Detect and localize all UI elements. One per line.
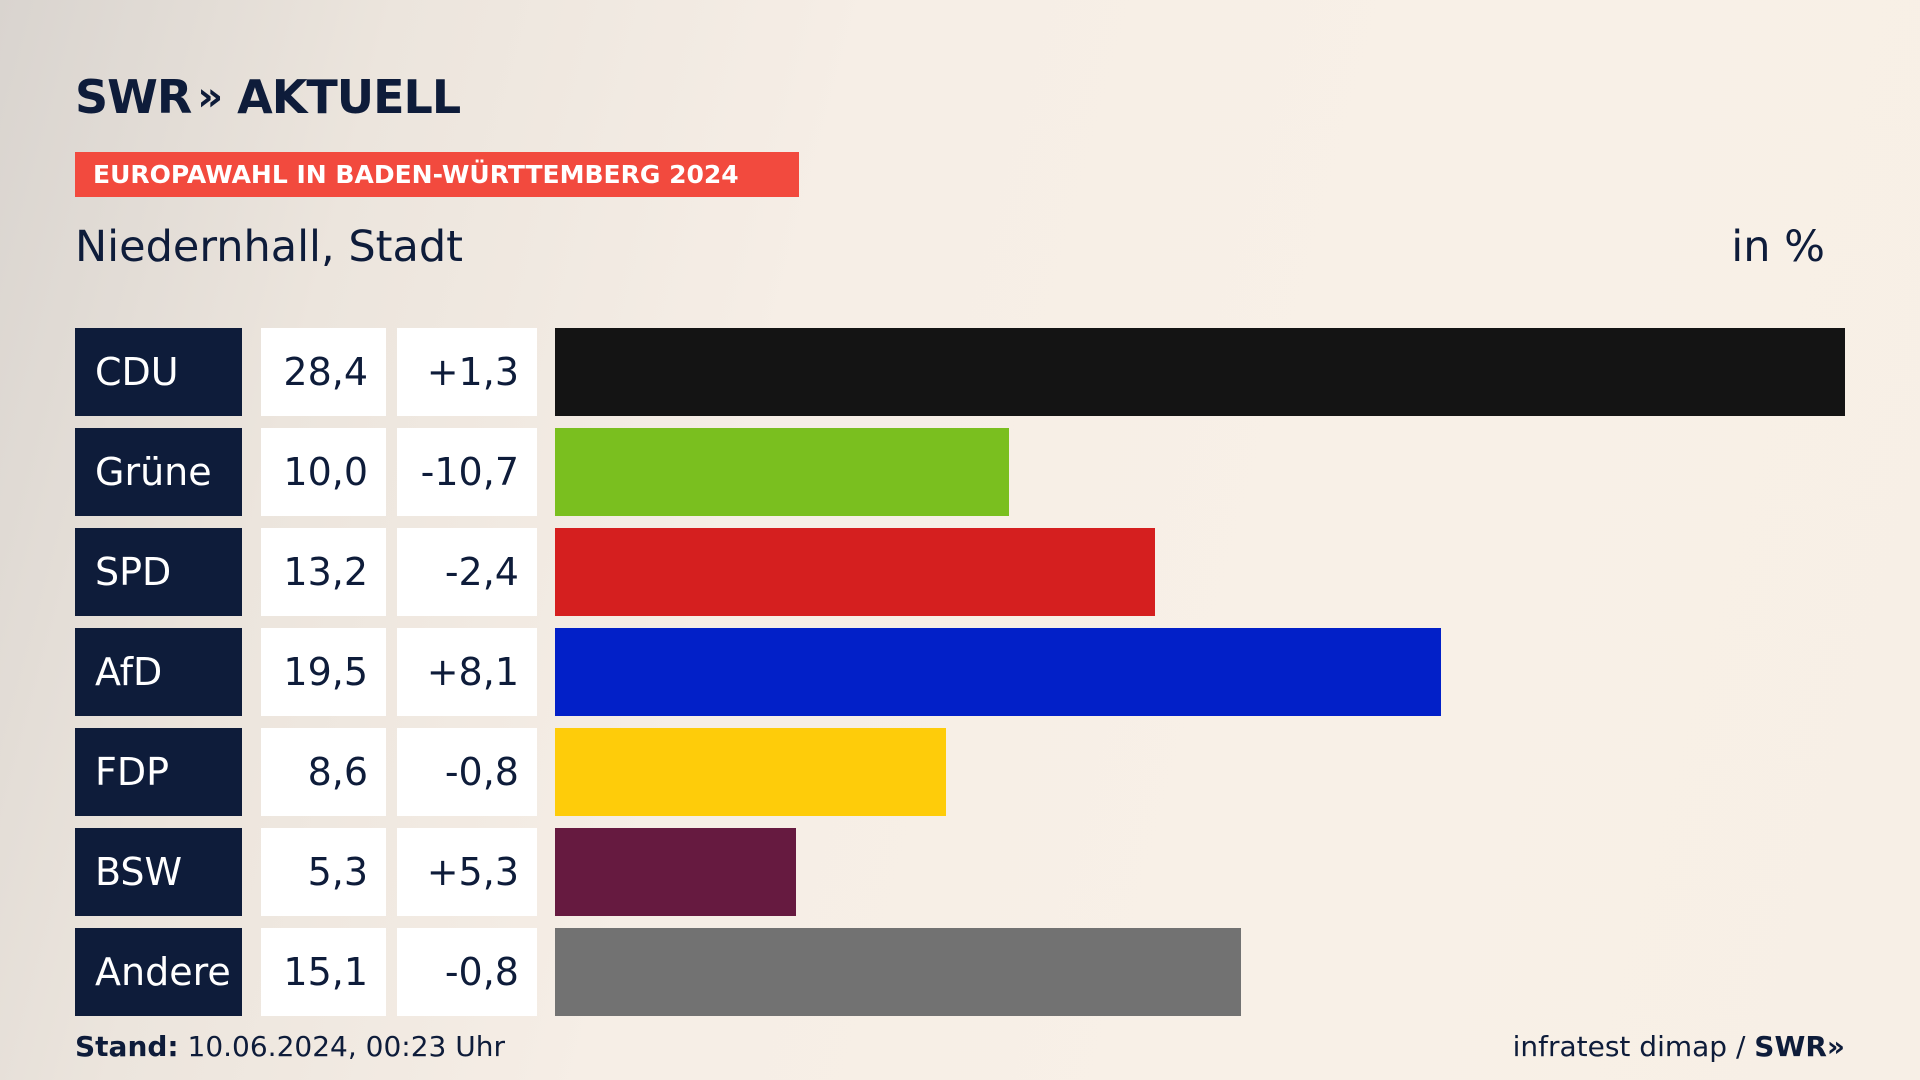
vote-share-label: 19,5 bbox=[261, 628, 386, 716]
change-label: +1,3 bbox=[397, 328, 537, 416]
result-bar bbox=[555, 328, 1845, 416]
party-label: Grüne bbox=[75, 428, 242, 516]
party-label: FDP bbox=[75, 728, 242, 816]
change-label: -0,8 bbox=[397, 728, 537, 816]
result-row: SPD 13,2 -2,4 bbox=[75, 528, 1845, 616]
source-credit: infratest dimap / SWR» bbox=[1513, 1030, 1845, 1063]
source-brand: SWR» bbox=[1754, 1030, 1845, 1063]
vote-share-label: 28,4 bbox=[261, 328, 386, 416]
result-row: AfD 19,5 +8,1 bbox=[75, 628, 1845, 716]
result-row: Andere 15,1 -0,8 bbox=[75, 928, 1845, 1016]
unit-label: in % bbox=[1731, 222, 1825, 272]
result-bar bbox=[555, 528, 1155, 616]
vote-share-label: 15,1 bbox=[261, 928, 386, 1016]
result-bar bbox=[555, 428, 1009, 516]
vote-share-label: 5,3 bbox=[261, 828, 386, 916]
result-row: FDP 8,6 -0,8 bbox=[75, 728, 1845, 816]
result-row: Grüne 10,0 -10,7 bbox=[75, 428, 1845, 516]
party-label: CDU bbox=[75, 328, 242, 416]
source-text: infratest dimap / bbox=[1512, 1030, 1755, 1063]
swr-aktuell-logo: SWR» AKTUELL bbox=[75, 70, 461, 124]
stand-label: Stand: bbox=[75, 1030, 179, 1063]
party-label: Andere bbox=[75, 928, 242, 1016]
vote-share-label: 13,2 bbox=[261, 528, 386, 616]
party-label: AfD bbox=[75, 628, 242, 716]
logo-text: SWR bbox=[75, 70, 192, 124]
result-bar bbox=[555, 728, 946, 816]
place-title: Niedernhall, Stadt bbox=[75, 222, 463, 272]
result-bar bbox=[555, 828, 796, 916]
logo-suffix: AKTUELL bbox=[237, 70, 461, 124]
vote-share-label: 10,0 bbox=[261, 428, 386, 516]
result-row: BSW 5,3 +5,3 bbox=[75, 828, 1845, 916]
result-row: CDU 28,4 +1,3 bbox=[75, 328, 1845, 416]
election-banner: EUROPAWAHL IN BADEN-WÜRTTEMBERG 2024 bbox=[75, 152, 799, 197]
vote-share-label: 8,6 bbox=[261, 728, 386, 816]
change-label: +8,1 bbox=[397, 628, 537, 716]
party-label: SPD bbox=[75, 528, 242, 616]
party-label: BSW bbox=[75, 828, 242, 916]
stand-value: 10.06.2024, 00:23 Uhr bbox=[178, 1030, 505, 1063]
change-label: -0,8 bbox=[397, 928, 537, 1016]
result-bar bbox=[555, 628, 1441, 716]
timestamp: Stand: 10.06.2024, 00:23 Uhr bbox=[75, 1030, 505, 1063]
result-bar bbox=[555, 928, 1241, 1016]
change-label: -10,7 bbox=[397, 428, 537, 516]
change-label: +5,3 bbox=[397, 828, 537, 916]
change-label: -2,4 bbox=[397, 528, 537, 616]
